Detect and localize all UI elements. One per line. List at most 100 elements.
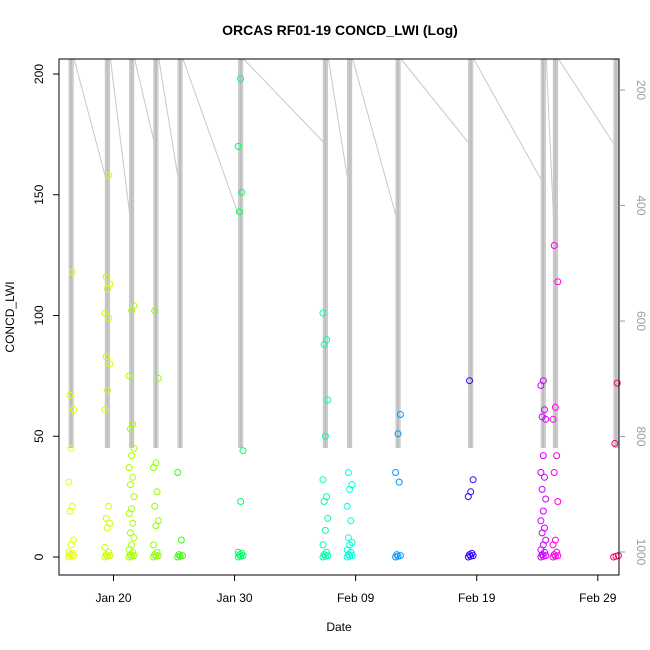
- data-point-rf08-3: [344, 551, 352, 559]
- data-point-rf12-4: [553, 548, 561, 556]
- data-point-rf01-9: [68, 502, 76, 510]
- data-point-rf13-4: [613, 379, 621, 387]
- data-point-rf04-3: [151, 551, 159, 559]
- data-point-rf04-2: [154, 552, 162, 560]
- data-point-rf11-4: [541, 548, 548, 556]
- data-point-rf08-9: [347, 517, 355, 525]
- data-point-rf08-13: [344, 469, 352, 476]
- data-point-rf01-12: [70, 406, 77, 414]
- data-point-rf04-8: [151, 502, 159, 510]
- data-point-rf01-4: [68, 549, 76, 557]
- data-point-rf02-8: [102, 514, 110, 522]
- data-point-rf12-3: [550, 551, 558, 559]
- data-point-rf03-15: [125, 464, 133, 472]
- data-point-rf12-10: [549, 415, 557, 423]
- x-axis-label: Date: [326, 620, 352, 634]
- y-tick-label: 150: [32, 184, 46, 204]
- x-axis: Jan 20 Jan 30 Feb 09 Feb 19 Feb 29: [95, 575, 617, 605]
- data-point-rf03-16: [128, 452, 136, 460]
- data-point-rf07-11: [321, 432, 329, 440]
- data-point-rf11-12: [542, 495, 550, 503]
- data-point-rf04-4: [153, 548, 161, 556]
- data-point-rf11-10: [537, 517, 545, 525]
- data-point-rf11-13: [538, 485, 546, 493]
- data-point-rf11-18: [538, 413, 546, 421]
- data-point-rf06-8: [235, 208, 243, 216]
- data-point-rf02-2: [106, 552, 114, 560]
- y2-tick-label: 200: [634, 80, 648, 100]
- data-point-rf08-8: [344, 534, 352, 542]
- y2-tick-label: 400: [634, 195, 648, 215]
- data-point-rf08-4: [347, 548, 355, 556]
- data-point-rf01-14: [68, 268, 76, 276]
- data-point-rf07-5: [319, 541, 327, 549]
- data-point-rf12-8: [550, 469, 558, 476]
- data-point-rf02-9: [105, 502, 113, 510]
- data-point-rf02-10: [101, 406, 109, 414]
- plot-frame: [58, 58, 620, 576]
- data-point-rf08-2: [348, 552, 356, 560]
- data-point-rf08-6: [346, 541, 354, 549]
- data-point-rf03-22: [130, 302, 138, 310]
- data-point-rf11-21: [539, 377, 547, 385]
- data-point-rf13-3: [611, 440, 619, 447]
- data-point-rf04-9: [153, 488, 161, 496]
- data-point-rf03-12: [130, 493, 138, 501]
- data-point-rf03-13: [126, 481, 134, 489]
- data-point-rf10-7: [469, 476, 477, 484]
- data-point-rf04-7: [154, 517, 162, 525]
- data-point-rf02-12: [106, 360, 114, 368]
- data-point-rf02-13: [102, 353, 110, 361]
- data-point-rf07-10: [319, 476, 327, 484]
- data-point-rf04-11: [152, 459, 160, 467]
- data-point-rf07-6: [321, 526, 329, 534]
- x-tick-label: Jan 20: [95, 591, 131, 605]
- data-point-rf07-4: [323, 548, 331, 556]
- data-point-rf03-11: [128, 505, 136, 513]
- data-point-rf08-10: [343, 502, 351, 510]
- data-point-rf03-2: [130, 552, 138, 560]
- data-point-rf09-6: [394, 430, 402, 438]
- data-point-rf05-2: [179, 552, 186, 560]
- data-point-rf11-2: [542, 552, 550, 560]
- data-point-rf01-10: [65, 478, 73, 486]
- data-point-rf13-2: [614, 552, 622, 560]
- data-point-rf01-5: [65, 548, 73, 556]
- y-axis-label: CONCD_LWI: [3, 281, 17, 352]
- data-point-rf07-3: [320, 551, 328, 559]
- x-tick-label: Feb 19: [458, 591, 496, 605]
- data-point-rf06-7: [239, 447, 247, 455]
- data-point-rf03-17: [130, 444, 138, 452]
- data-point-rf11-3: [538, 551, 546, 559]
- data-point-rf12-2: [554, 552, 562, 560]
- data-point-rf01-13: [66, 391, 74, 399]
- data-points: [65, 75, 622, 561]
- data-point-rf06-10: [234, 142, 242, 150]
- data-point-rf05-5: [174, 469, 182, 476]
- data-point-rf06-4: [238, 549, 246, 557]
- y-tick-label: 50: [32, 429, 46, 443]
- chart-title: ORCAS RF01-19 CONCD_LWI (Log): [222, 22, 458, 38]
- data-point-rf11-16: [539, 452, 547, 460]
- y2-tick-label: 800: [634, 426, 648, 446]
- data-point-rf09-7: [396, 411, 404, 418]
- data-point-rf04-13: [151, 307, 159, 315]
- y2-tick-label: 1000: [634, 539, 648, 566]
- data-point-rf09-3: [393, 551, 401, 559]
- data-point-rf02-15: [101, 309, 109, 317]
- data-point-rf10-6: [467, 488, 475, 496]
- data-point-rf03-9: [129, 519, 137, 527]
- data-point-rf05-4: [177, 536, 185, 544]
- data-point-rf12-11: [551, 403, 559, 411]
- y2-tick-label: 600: [634, 311, 648, 331]
- data-point-rf11-9: [541, 524, 548, 532]
- data-point-rf03-3: [126, 551, 134, 559]
- data-point-rf11-17: [542, 415, 550, 423]
- data-point-rf12-13: [550, 242, 558, 249]
- data-point-rf09-2: [396, 552, 404, 560]
- data-point-rf11-7: [542, 536, 550, 544]
- y-axis: 0 50 100 150 200: [32, 64, 59, 560]
- altitude-overlay: [68, 58, 619, 448]
- data-point-rf03-7: [130, 534, 138, 542]
